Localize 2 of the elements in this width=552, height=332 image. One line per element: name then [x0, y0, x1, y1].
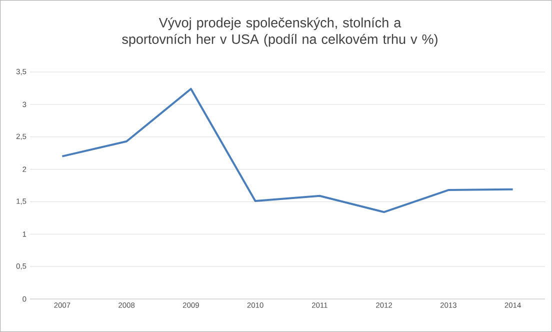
line-series — [61, 88, 514, 214]
chart-title: Vývoj prodeje společenských, stolních a sportovních her v USA (podíl na celkovém trhu v %) — [122, 17, 438, 47]
